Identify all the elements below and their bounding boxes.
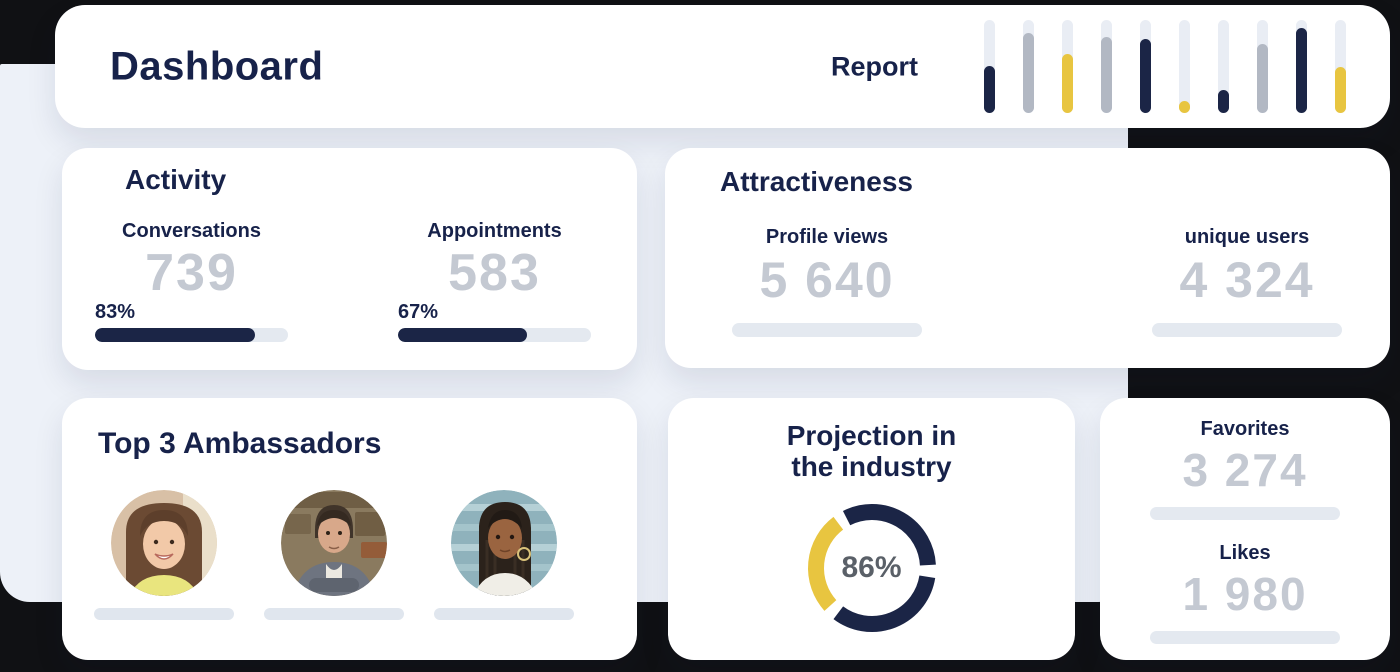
mini-bar-fill-navy: [1140, 38, 1151, 113]
metric-value: 583: [448, 244, 541, 302]
stat-label: unique users: [1184, 226, 1310, 248]
ambassador-3: [434, 490, 574, 620]
progress-fill: [95, 328, 256, 342]
report-link[interactable]: Report: [831, 51, 918, 81]
placeholder-pill: [1150, 507, 1340, 520]
stat-favorites: Favorites 3 274: [1150, 418, 1340, 520]
progress-track: [95, 328, 288, 342]
ambassador-1: [94, 490, 234, 620]
mini-bar-track: [1062, 20, 1073, 113]
mini-bar-fill-yellow: [1062, 54, 1073, 113]
progress-fill: [398, 328, 528, 342]
header-bar: Dashboard Report: [55, 5, 1390, 128]
projection-title: Projection in the industry: [668, 420, 1075, 483]
mini-bar-track: [984, 20, 995, 113]
engagement-card: Favorites 3 274 Likes 1 980: [1100, 398, 1390, 660]
mini-bar-fill-yellow: [1179, 100, 1190, 113]
placeholder-pill: [1150, 631, 1340, 644]
placeholder-pill: [1152, 323, 1342, 337]
projection-donut-chart: 86%: [797, 493, 947, 643]
stat-unique-users: unique users 4 324: [1152, 226, 1342, 337]
mini-bar-fill-gray: [1101, 36, 1112, 113]
attractiveness-metrics: Profile views 5 640 unique users 4 324: [732, 226, 1342, 337]
mini-bar-track: [1023, 20, 1034, 113]
projection-title-line2: the industry: [791, 451, 952, 483]
mini-bar-fill-navy: [984, 65, 995, 113]
placeholder-pill: [264, 608, 404, 620]
metric-conversations: Conversations 739 83%: [95, 220, 288, 342]
report-mini-bar-chart: [984, 20, 1346, 113]
projection-title-line1: Projection in: [786, 420, 957, 451]
ambassadors-row: [94, 490, 574, 620]
placeholder-pill: [732, 323, 922, 337]
donut-ring: [807, 504, 936, 632]
mini-bar-track: [1257, 20, 1268, 113]
stat-label: Favorites: [1200, 418, 1290, 440]
ambassador-photo-3: [451, 490, 557, 596]
page-title: Dashboard: [110, 44, 324, 88]
stat-profile-views: Profile views 5 640: [732, 226, 922, 337]
placeholder-pill: [94, 608, 234, 620]
activity-metrics: Conversations 739 83% Appointments 583 6…: [95, 220, 591, 342]
mini-bar-track: [1179, 20, 1190, 113]
ambassador-photo-2: [281, 490, 387, 596]
metric-value: 739: [145, 244, 238, 302]
donut-segment-navy: [832, 575, 935, 632]
stat-value: 5 640: [759, 252, 895, 308]
stat-value: 4 324: [1179, 252, 1315, 308]
placeholder-pill: [434, 608, 574, 620]
mini-bar-fill-yellow: [1335, 66, 1346, 113]
stat-value: 1 980: [1182, 568, 1308, 620]
stat-value: 3 274: [1182, 444, 1308, 496]
mini-bar-fill-gray: [1023, 33, 1034, 113]
mini-bar-track: [1335, 20, 1346, 113]
stat-label: Likes: [1219, 542, 1271, 564]
donut-segment-yellow: [807, 516, 843, 611]
ambassadors-title: Top 3 Ambassadors: [98, 427, 382, 460]
progress-track: [398, 328, 591, 342]
metric-appointments: Appointments 583 67%: [398, 220, 591, 342]
donut-percent-label: 86%: [841, 551, 902, 584]
metric-percent: 67%: [398, 301, 439, 323]
mini-bar-track: [1218, 20, 1229, 113]
mini-bar-fill-gray: [1257, 44, 1268, 113]
metric-label: Appointments: [427, 220, 562, 242]
mini-bar-track: [1101, 20, 1112, 113]
activity-card: Activity Conversations 739 83% Appointme…: [62, 148, 637, 370]
attractiveness-title: Attractiveness: [720, 166, 913, 197]
ambassador-2: [264, 490, 404, 620]
ambassador-photo-1: [111, 490, 217, 596]
metric-label: Conversations: [122, 220, 261, 242]
stat-label: Profile views: [765, 226, 889, 248]
metric-percent: 83%: [95, 301, 136, 323]
donut-segment-navy: [842, 504, 936, 566]
attractiveness-card: Attractiveness Profile views 5 640 uniqu…: [665, 148, 1390, 368]
mini-bar-fill-navy: [1218, 89, 1229, 113]
projection-card: Projection in the industry 86%: [668, 398, 1075, 660]
stat-likes: Likes 1 980: [1150, 542, 1340, 644]
activity-title: Activity: [125, 164, 227, 195]
mini-bar-track: [1296, 20, 1307, 113]
mini-bar-track: [1140, 20, 1151, 113]
mini-bar-fill-navy: [1296, 28, 1307, 113]
ambassadors-card: Top 3 Ambassadors: [62, 398, 637, 660]
